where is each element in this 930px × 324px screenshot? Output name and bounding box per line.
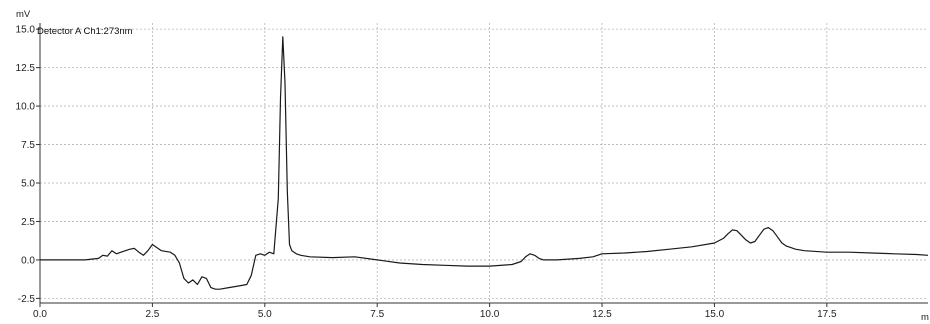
tick-label-layer: -2.5 0.0 2.5 5.0 7.5 10.0 12.5 15.0 0.0 2.5 5.0 7.5… — [16, 25, 837, 320]
y-tick-label: 5.0 — [21, 179, 35, 190]
x-axis-unit-label: m — [921, 312, 929, 323]
y-tick-label: 15.0 — [16, 25, 36, 36]
y-axis-unit-label: mV — [16, 9, 31, 20]
y-tick-label: 12.5 — [16, 63, 36, 74]
legend-label: Detector A Ch1:273nm — [37, 26, 133, 37]
x-tick-label: 0.0 — [33, 309, 47, 320]
y-tick-label: 10.0 — [16, 102, 36, 113]
x-tick-label: 5.0 — [258, 309, 272, 320]
grid-layer — [39, 23, 928, 303]
x-tick-label: 15.0 — [705, 309, 725, 320]
x-tick-label: 10.0 — [480, 309, 500, 320]
y-tick-label: -2.5 — [18, 294, 36, 305]
y-tick-label: 0.0 — [21, 255, 35, 266]
y-tick-label: 2.5 — [21, 217, 35, 228]
x-tick-label: 12.5 — [592, 309, 612, 320]
x-tick-label: 2.5 — [145, 309, 159, 320]
y-tick-label: 7.5 — [21, 140, 35, 151]
axis-layer — [36, 23, 928, 307]
x-tick-label: 17.5 — [817, 309, 837, 320]
x-tick-label: 7.5 — [370, 309, 384, 320]
series-line-detector-a — [40, 36, 929, 290]
